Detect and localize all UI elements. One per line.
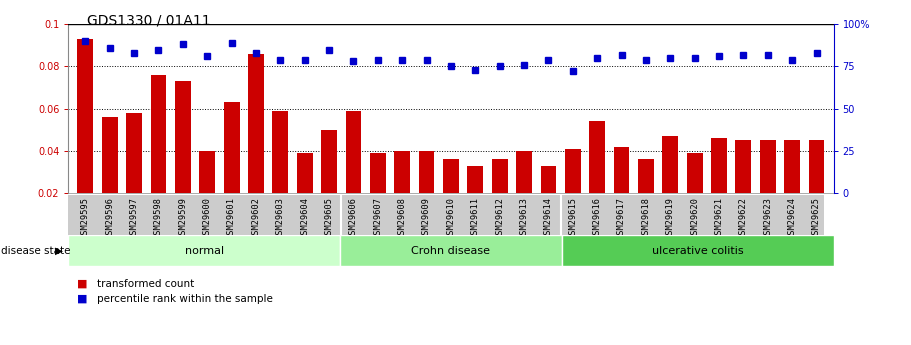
Text: GSM29624: GSM29624 (788, 197, 796, 239)
Text: GSM29597: GSM29597 (129, 197, 138, 239)
Bar (150, 75, 167, 193)
Bar (662, 136, 678, 193)
Bar (175, 81, 190, 193)
Text: GDS1330 / 01A11: GDS1330 / 01A11 (87, 14, 210, 28)
Text: ■: ■ (77, 294, 88, 304)
Text: GSM29605: GSM29605 (324, 197, 333, 239)
FancyBboxPatch shape (68, 235, 340, 266)
Text: disease state: disease state (1, 246, 70, 256)
Text: ■: ■ (77, 279, 88, 288)
Bar (492, 159, 507, 193)
Bar (248, 54, 264, 193)
Text: ulcerative colitis: ulcerative colitis (652, 246, 743, 256)
Text: GSM29613: GSM29613 (519, 197, 528, 239)
Bar (565, 149, 580, 193)
Text: GSM29610: GSM29610 (446, 197, 456, 239)
Bar (517, 151, 532, 193)
Bar (809, 140, 824, 193)
Bar (77, 39, 93, 193)
Bar (711, 138, 727, 193)
Bar (467, 166, 483, 193)
Bar (297, 153, 312, 193)
Text: GSM29623: GSM29623 (763, 197, 773, 239)
Text: Crohn disease: Crohn disease (412, 246, 490, 256)
Text: GSM29604: GSM29604 (301, 197, 309, 239)
FancyBboxPatch shape (68, 195, 824, 235)
Text: GSM29608: GSM29608 (398, 197, 406, 239)
Text: GSM29625: GSM29625 (812, 197, 821, 239)
Bar (102, 117, 118, 193)
Text: GSM29616: GSM29616 (593, 197, 601, 239)
Text: GSM29614: GSM29614 (544, 197, 553, 239)
Text: GSM29619: GSM29619 (666, 197, 675, 239)
Text: GSM29607: GSM29607 (374, 197, 383, 239)
Text: transformed count: transformed count (97, 279, 195, 288)
Bar (784, 140, 800, 193)
Bar (638, 159, 654, 193)
Bar (370, 153, 385, 193)
Bar (394, 151, 410, 193)
Text: GSM29612: GSM29612 (496, 197, 504, 239)
Bar (735, 140, 752, 193)
Text: GSM29622: GSM29622 (739, 197, 748, 239)
Bar (443, 159, 459, 193)
Text: GSM29603: GSM29603 (276, 197, 285, 239)
Bar (127, 113, 142, 193)
Text: ▶: ▶ (55, 246, 63, 256)
Text: GSM29598: GSM29598 (154, 197, 163, 239)
Text: GSM29615: GSM29615 (568, 197, 578, 239)
Bar (589, 121, 605, 193)
Text: GSM29609: GSM29609 (422, 197, 431, 239)
Bar (322, 130, 337, 193)
Text: GSM29617: GSM29617 (617, 197, 626, 239)
Text: GSM29602: GSM29602 (251, 197, 261, 239)
Text: GSM29620: GSM29620 (691, 197, 699, 239)
Bar (419, 151, 435, 193)
FancyBboxPatch shape (562, 235, 834, 266)
Text: GSM29618: GSM29618 (641, 197, 650, 239)
Text: GSM29606: GSM29606 (349, 197, 358, 239)
Text: GSM29601: GSM29601 (227, 197, 236, 239)
Text: GSM29621: GSM29621 (714, 197, 723, 239)
Bar (614, 147, 630, 193)
FancyBboxPatch shape (340, 235, 562, 266)
Text: normal: normal (185, 246, 224, 256)
Bar (224, 102, 240, 193)
Bar (272, 111, 288, 193)
Text: GSM29599: GSM29599 (179, 197, 188, 239)
Bar (760, 140, 775, 193)
Text: GSM29595: GSM29595 (81, 197, 90, 239)
Bar (345, 111, 362, 193)
Text: GSM29600: GSM29600 (203, 197, 211, 239)
Text: GSM29596: GSM29596 (106, 197, 114, 239)
Text: percentile rank within the sample: percentile rank within the sample (97, 294, 273, 304)
Bar (687, 153, 702, 193)
Text: GSM29611: GSM29611 (471, 197, 480, 239)
Bar (200, 151, 215, 193)
Bar (540, 166, 557, 193)
